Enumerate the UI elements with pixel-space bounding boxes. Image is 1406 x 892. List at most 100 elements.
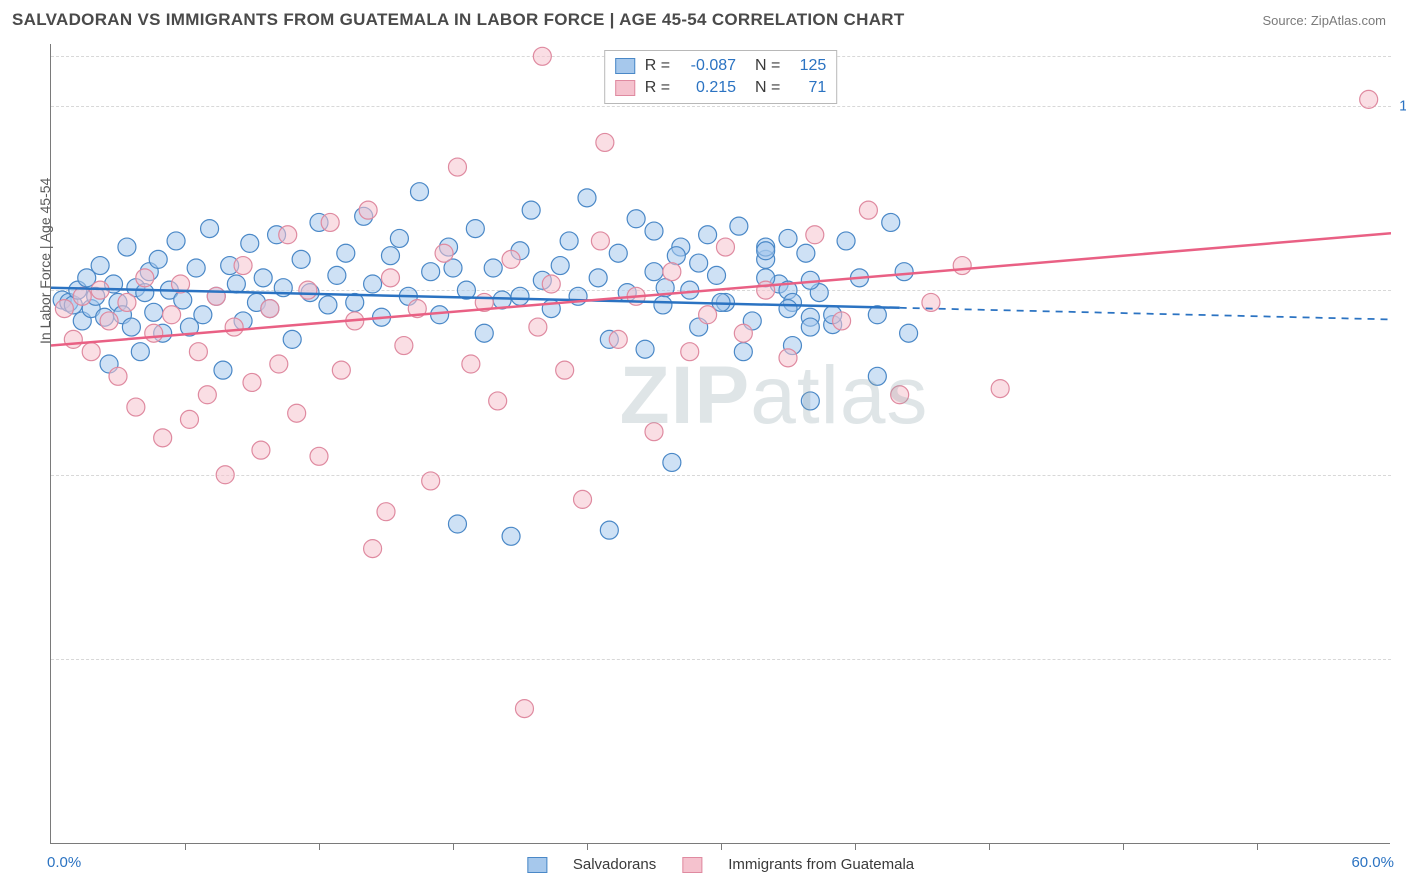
data-point xyxy=(145,324,163,342)
data-point xyxy=(381,247,399,265)
data-point xyxy=(891,386,909,404)
x-tick-mark xyxy=(319,843,320,850)
data-point xyxy=(699,306,717,324)
data-point xyxy=(556,361,574,379)
data-point xyxy=(422,263,440,281)
data-point xyxy=(174,291,192,309)
data-point xyxy=(241,234,259,252)
data-point xyxy=(681,281,699,299)
data-point xyxy=(560,232,578,250)
data-point xyxy=(100,312,118,330)
data-point xyxy=(448,515,466,533)
data-point xyxy=(627,210,645,228)
stats-row-series1: R = -0.087 N = 125 xyxy=(615,55,827,77)
data-point xyxy=(261,300,279,318)
data-point xyxy=(234,257,252,275)
data-point xyxy=(254,269,272,287)
data-point xyxy=(591,232,609,250)
data-point xyxy=(837,232,855,250)
data-point xyxy=(136,269,154,287)
data-point xyxy=(180,410,198,428)
y-tick-label: 55.0% xyxy=(1395,651,1406,668)
data-point xyxy=(283,330,301,348)
data-point xyxy=(645,222,663,240)
data-point xyxy=(645,423,663,441)
data-point xyxy=(201,220,219,238)
data-point xyxy=(198,386,216,404)
data-point xyxy=(1360,90,1378,108)
data-point xyxy=(578,189,596,207)
chart-title: SALVADORAN VS IMMIGRANTS FROM GUATEMALA … xyxy=(12,10,905,30)
data-point xyxy=(730,217,748,235)
data-point xyxy=(681,343,699,361)
data-point xyxy=(337,244,355,262)
data-point xyxy=(216,466,234,484)
data-point xyxy=(779,349,797,367)
data-point xyxy=(667,247,685,265)
legend-label-series2: Immigrants from Guatemala xyxy=(728,856,914,873)
legend-label-series1: Salvadorans xyxy=(573,856,656,873)
data-point xyxy=(574,490,592,508)
data-point xyxy=(859,201,877,219)
data-point xyxy=(310,447,328,465)
data-point xyxy=(522,201,540,219)
data-point xyxy=(145,303,163,321)
data-point xyxy=(502,250,520,268)
swatch-series2-bottom xyxy=(682,857,702,873)
x-tick-mark xyxy=(989,843,990,850)
data-point xyxy=(466,220,484,238)
data-point xyxy=(292,250,310,268)
data-point xyxy=(833,312,851,330)
data-point xyxy=(699,226,717,244)
legend-bottom: Salvadorans Immigrants from Guatemala xyxy=(527,856,914,873)
x-tick-label-min: 0.0% xyxy=(47,854,81,871)
data-point xyxy=(609,244,627,262)
data-point xyxy=(288,404,306,422)
data-point xyxy=(299,281,317,299)
data-point xyxy=(779,229,797,247)
data-point xyxy=(533,47,551,65)
data-point xyxy=(708,266,726,284)
data-point xyxy=(163,306,181,324)
data-point xyxy=(422,472,440,490)
data-point xyxy=(154,429,172,447)
data-point xyxy=(502,527,520,545)
data-point xyxy=(484,259,502,277)
data-point xyxy=(600,521,618,539)
data-point xyxy=(609,330,627,348)
data-point xyxy=(801,318,819,336)
x-tick-mark xyxy=(721,843,722,850)
data-point xyxy=(64,330,82,348)
data-point xyxy=(214,361,232,379)
data-point xyxy=(489,392,507,410)
plot-area: In Labor Force | Age 45-54 55.0%70.0%85.… xyxy=(50,44,1390,844)
data-point xyxy=(475,324,493,342)
data-point xyxy=(319,296,337,314)
data-point xyxy=(364,540,382,558)
x-tick-mark xyxy=(1123,843,1124,850)
data-point xyxy=(359,201,377,219)
data-point xyxy=(529,318,547,336)
data-point xyxy=(645,263,663,281)
data-point xyxy=(757,281,775,299)
data-point xyxy=(395,337,413,355)
data-point xyxy=(806,226,824,244)
data-point xyxy=(109,367,127,385)
r-value-series2: 0.215 xyxy=(680,77,736,99)
stats-row-series2: R = 0.215 N = 71 xyxy=(615,77,827,99)
data-point xyxy=(390,229,408,247)
data-point xyxy=(895,263,913,281)
data-point xyxy=(868,367,886,385)
data-point xyxy=(734,324,752,342)
data-point xyxy=(589,269,607,287)
data-point xyxy=(122,318,140,336)
data-point xyxy=(551,257,569,275)
data-point xyxy=(716,238,734,256)
data-point xyxy=(690,254,708,272)
data-point xyxy=(435,244,453,262)
data-point xyxy=(991,380,1009,398)
data-point xyxy=(448,158,466,176)
n-value-series1: 125 xyxy=(790,55,826,77)
data-point xyxy=(411,183,429,201)
data-point xyxy=(542,275,560,293)
